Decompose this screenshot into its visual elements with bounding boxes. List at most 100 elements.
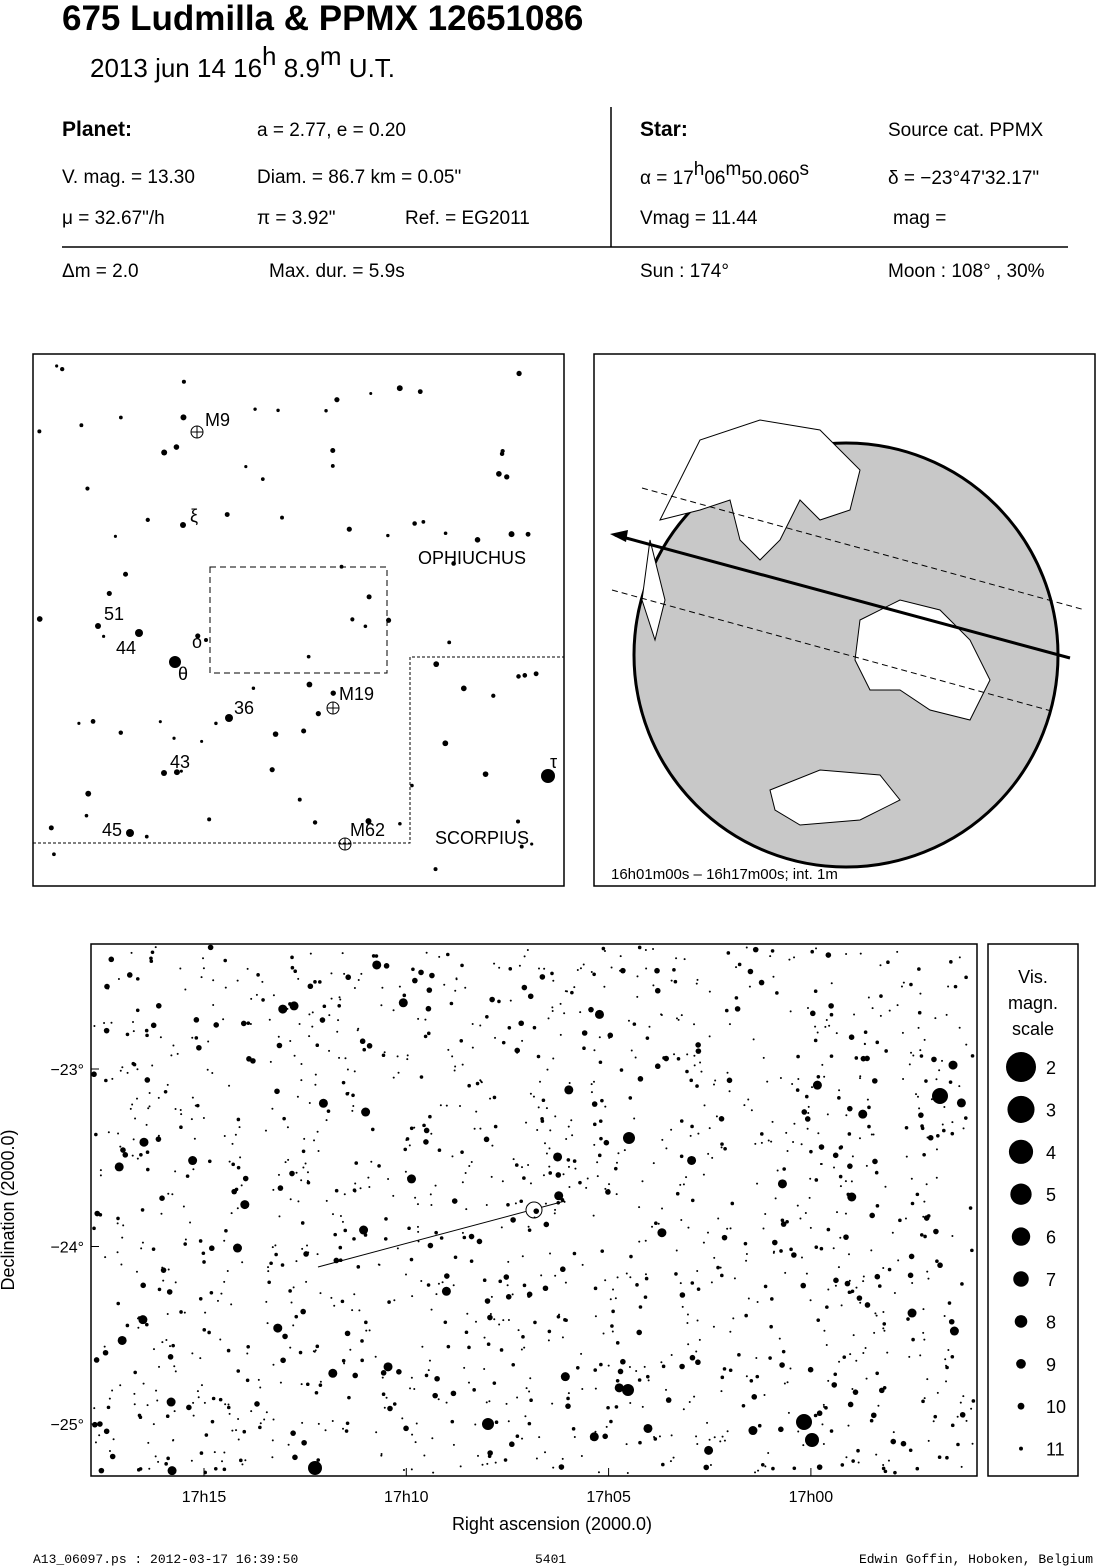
star	[598, 1036, 601, 1039]
star	[824, 1025, 827, 1028]
frame	[32, 353, 565, 887]
star	[419, 1075, 424, 1079]
star	[140, 1247, 143, 1250]
star	[269, 1060, 272, 1063]
star	[809, 1010, 816, 1017]
star	[792, 1466, 797, 1471]
star	[499, 1348, 504, 1352]
star	[370, 1127, 375, 1132]
star	[556, 1314, 561, 1319]
star	[877, 1404, 880, 1407]
star	[374, 954, 379, 958]
star	[274, 1252, 278, 1257]
star	[917, 1010, 922, 1015]
star	[103, 1345, 106, 1348]
star	[707, 1152, 710, 1155]
star	[720, 1390, 723, 1393]
star	[430, 1203, 433, 1206]
star	[683, 958, 686, 961]
star	[698, 1338, 701, 1341]
star	[196, 1390, 199, 1393]
star	[519, 844, 524, 849]
star	[772, 975, 775, 978]
star	[150, 1022, 157, 1029]
star	[483, 1136, 490, 1143]
star	[816, 1031, 819, 1034]
star	[176, 1052, 179, 1055]
star	[110, 1021, 113, 1024]
star	[963, 1116, 968, 1120]
star	[297, 977, 300, 980]
star	[266, 1322, 269, 1325]
star	[645, 967, 648, 970]
star	[695, 1350, 698, 1353]
star	[116, 1216, 120, 1221]
star	[230, 1303, 233, 1306]
star	[125, 1032, 130, 1037]
star	[322, 1004, 327, 1009]
star	[951, 1234, 954, 1237]
star	[695, 1042, 701, 1048]
star	[754, 1397, 757, 1400]
star	[625, 1443, 628, 1446]
star	[352, 1237, 356, 1241]
star	[604, 1279, 607, 1282]
star	[271, 1107, 274, 1110]
star	[145, 1123, 148, 1126]
star	[542, 1285, 549, 1292]
star	[604, 1187, 607, 1190]
star	[598, 1060, 603, 1065]
star	[602, 1332, 605, 1335]
delta: δ = −23°47'32.17"	[888, 168, 1039, 189]
x-axis-label: Right ascension (2000.0)	[452, 1514, 652, 1534]
star	[816, 1318, 821, 1322]
star	[237, 1418, 240, 1421]
star	[454, 989, 457, 992]
star	[593, 1049, 596, 1052]
star	[218, 1397, 223, 1402]
star	[849, 1353, 852, 1356]
star	[244, 1459, 247, 1462]
star	[770, 1297, 774, 1301]
star	[167, 1192, 170, 1195]
star	[661, 1138, 664, 1141]
star	[726, 1430, 729, 1433]
star	[568, 1185, 571, 1188]
star	[171, 1193, 174, 1196]
legend-dot	[1017, 1402, 1025, 1410]
star	[570, 1119, 573, 1122]
star	[862, 1352, 865, 1355]
star	[882, 1310, 885, 1313]
star	[343, 972, 346, 975]
star	[172, 1044, 175, 1047]
star	[277, 1035, 280, 1038]
star	[958, 1026, 961, 1029]
star	[526, 1291, 533, 1298]
star	[771, 1120, 774, 1123]
y-axis-label: Declination (2000.0)	[0, 1129, 18, 1290]
star	[654, 987, 661, 994]
star	[769, 955, 772, 958]
star	[199, 1451, 204, 1455]
star	[732, 1317, 735, 1320]
star	[368, 1329, 371, 1332]
star	[805, 1272, 808, 1275]
star	[314, 1390, 319, 1395]
star	[896, 950, 899, 953]
star-label: ξ	[190, 506, 198, 526]
star	[36, 616, 43, 622]
star	[832, 1247, 835, 1250]
star	[368, 1185, 371, 1188]
star	[590, 1438, 593, 1441]
star	[526, 948, 529, 951]
star	[565, 1138, 568, 1141]
star	[202, 1260, 206, 1264]
star	[566, 990, 569, 993]
star	[223, 1280, 226, 1283]
star	[338, 1056, 341, 1059]
star	[516, 674, 521, 679]
star	[297, 1200, 300, 1203]
star	[539, 1080, 542, 1083]
footer-author: Edwin Goffin, Hoboken, Belgium	[859, 1552, 1093, 1567]
legend-label: 11	[1046, 1440, 1065, 1460]
